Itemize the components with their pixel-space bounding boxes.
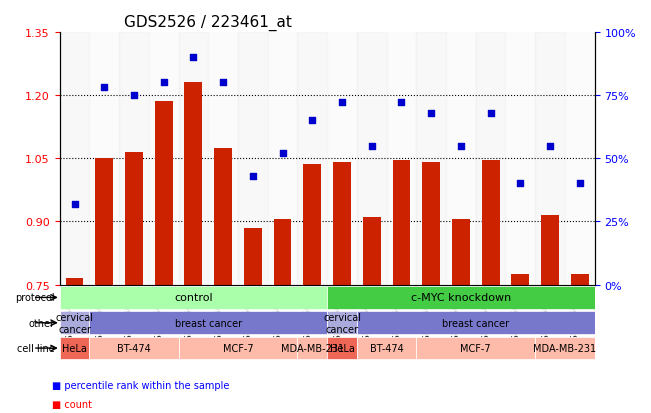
Point xyxy=(337,100,347,107)
Bar xyxy=(60,33,89,285)
Bar xyxy=(452,220,470,413)
Point xyxy=(158,80,169,86)
Text: cell line: cell line xyxy=(16,343,54,353)
Point xyxy=(277,150,288,157)
Bar xyxy=(357,33,387,285)
Bar xyxy=(446,33,476,285)
Point xyxy=(486,110,496,116)
Point xyxy=(396,100,407,107)
Text: breast cancer: breast cancer xyxy=(174,318,242,328)
Point xyxy=(456,143,466,150)
Bar xyxy=(119,33,149,285)
Point xyxy=(218,80,229,86)
Bar xyxy=(535,33,565,285)
Point xyxy=(426,110,436,116)
FancyBboxPatch shape xyxy=(535,337,594,360)
Text: other: other xyxy=(29,318,54,328)
Point xyxy=(188,55,199,61)
Bar xyxy=(125,152,143,413)
Point xyxy=(69,201,79,208)
Text: MDA-MB-231: MDA-MB-231 xyxy=(281,343,344,353)
FancyBboxPatch shape xyxy=(327,337,357,360)
Text: HeLa: HeLa xyxy=(329,343,354,353)
Text: GDS2526 / 223461_at: GDS2526 / 223461_at xyxy=(124,15,292,31)
Text: control: control xyxy=(174,293,213,303)
Text: BT-474: BT-474 xyxy=(370,343,404,353)
Bar xyxy=(95,159,113,413)
Bar xyxy=(505,33,535,285)
Bar xyxy=(512,275,529,413)
Bar xyxy=(298,33,327,285)
Bar xyxy=(565,33,594,285)
FancyBboxPatch shape xyxy=(357,337,417,360)
Text: c-MYC knockdown: c-MYC knockdown xyxy=(411,293,511,303)
Bar xyxy=(178,33,208,285)
Point xyxy=(307,118,318,124)
Bar xyxy=(393,161,410,413)
Bar xyxy=(303,165,321,413)
Bar xyxy=(149,33,178,285)
Bar xyxy=(422,163,440,413)
FancyBboxPatch shape xyxy=(178,337,298,360)
Text: cervical
cancer: cervical cancer xyxy=(55,312,94,334)
Text: breast cancer: breast cancer xyxy=(442,318,509,328)
Point xyxy=(367,143,377,150)
Bar xyxy=(208,33,238,285)
FancyBboxPatch shape xyxy=(357,311,594,335)
Bar xyxy=(541,216,559,413)
Bar xyxy=(89,33,119,285)
FancyBboxPatch shape xyxy=(298,337,327,360)
FancyBboxPatch shape xyxy=(327,311,357,335)
FancyBboxPatch shape xyxy=(60,311,89,335)
Point xyxy=(575,181,585,188)
Bar xyxy=(184,83,202,413)
Point xyxy=(515,181,525,188)
FancyBboxPatch shape xyxy=(89,311,327,335)
Text: MCF-7: MCF-7 xyxy=(223,343,253,353)
Bar xyxy=(66,279,83,413)
Bar xyxy=(327,33,357,285)
Text: MDA-MB-231: MDA-MB-231 xyxy=(533,343,596,353)
Bar xyxy=(273,220,292,413)
Text: ■ percentile rank within the sample: ■ percentile rank within the sample xyxy=(52,380,229,390)
Bar xyxy=(244,228,262,413)
Point xyxy=(247,173,258,180)
Bar xyxy=(155,102,173,413)
Point xyxy=(545,143,555,150)
Text: protocol: protocol xyxy=(15,293,54,303)
Text: ■ count: ■ count xyxy=(52,399,92,409)
Point xyxy=(129,93,139,99)
Bar xyxy=(333,163,351,413)
Bar xyxy=(476,33,505,285)
Text: MCF-7: MCF-7 xyxy=(460,343,491,353)
Text: HeLa: HeLa xyxy=(62,343,87,353)
Bar xyxy=(417,33,446,285)
Bar xyxy=(482,161,499,413)
FancyBboxPatch shape xyxy=(417,337,535,360)
Bar xyxy=(363,218,381,413)
FancyBboxPatch shape xyxy=(60,337,89,360)
Bar xyxy=(387,33,417,285)
Text: cervical
cancer: cervical cancer xyxy=(323,312,361,334)
Bar xyxy=(214,148,232,413)
Bar xyxy=(268,33,298,285)
Bar xyxy=(238,33,268,285)
Point xyxy=(99,85,109,91)
Bar xyxy=(571,275,589,413)
FancyBboxPatch shape xyxy=(60,286,327,309)
FancyBboxPatch shape xyxy=(89,337,178,360)
Text: BT-474: BT-474 xyxy=(117,343,151,353)
FancyBboxPatch shape xyxy=(327,286,594,309)
